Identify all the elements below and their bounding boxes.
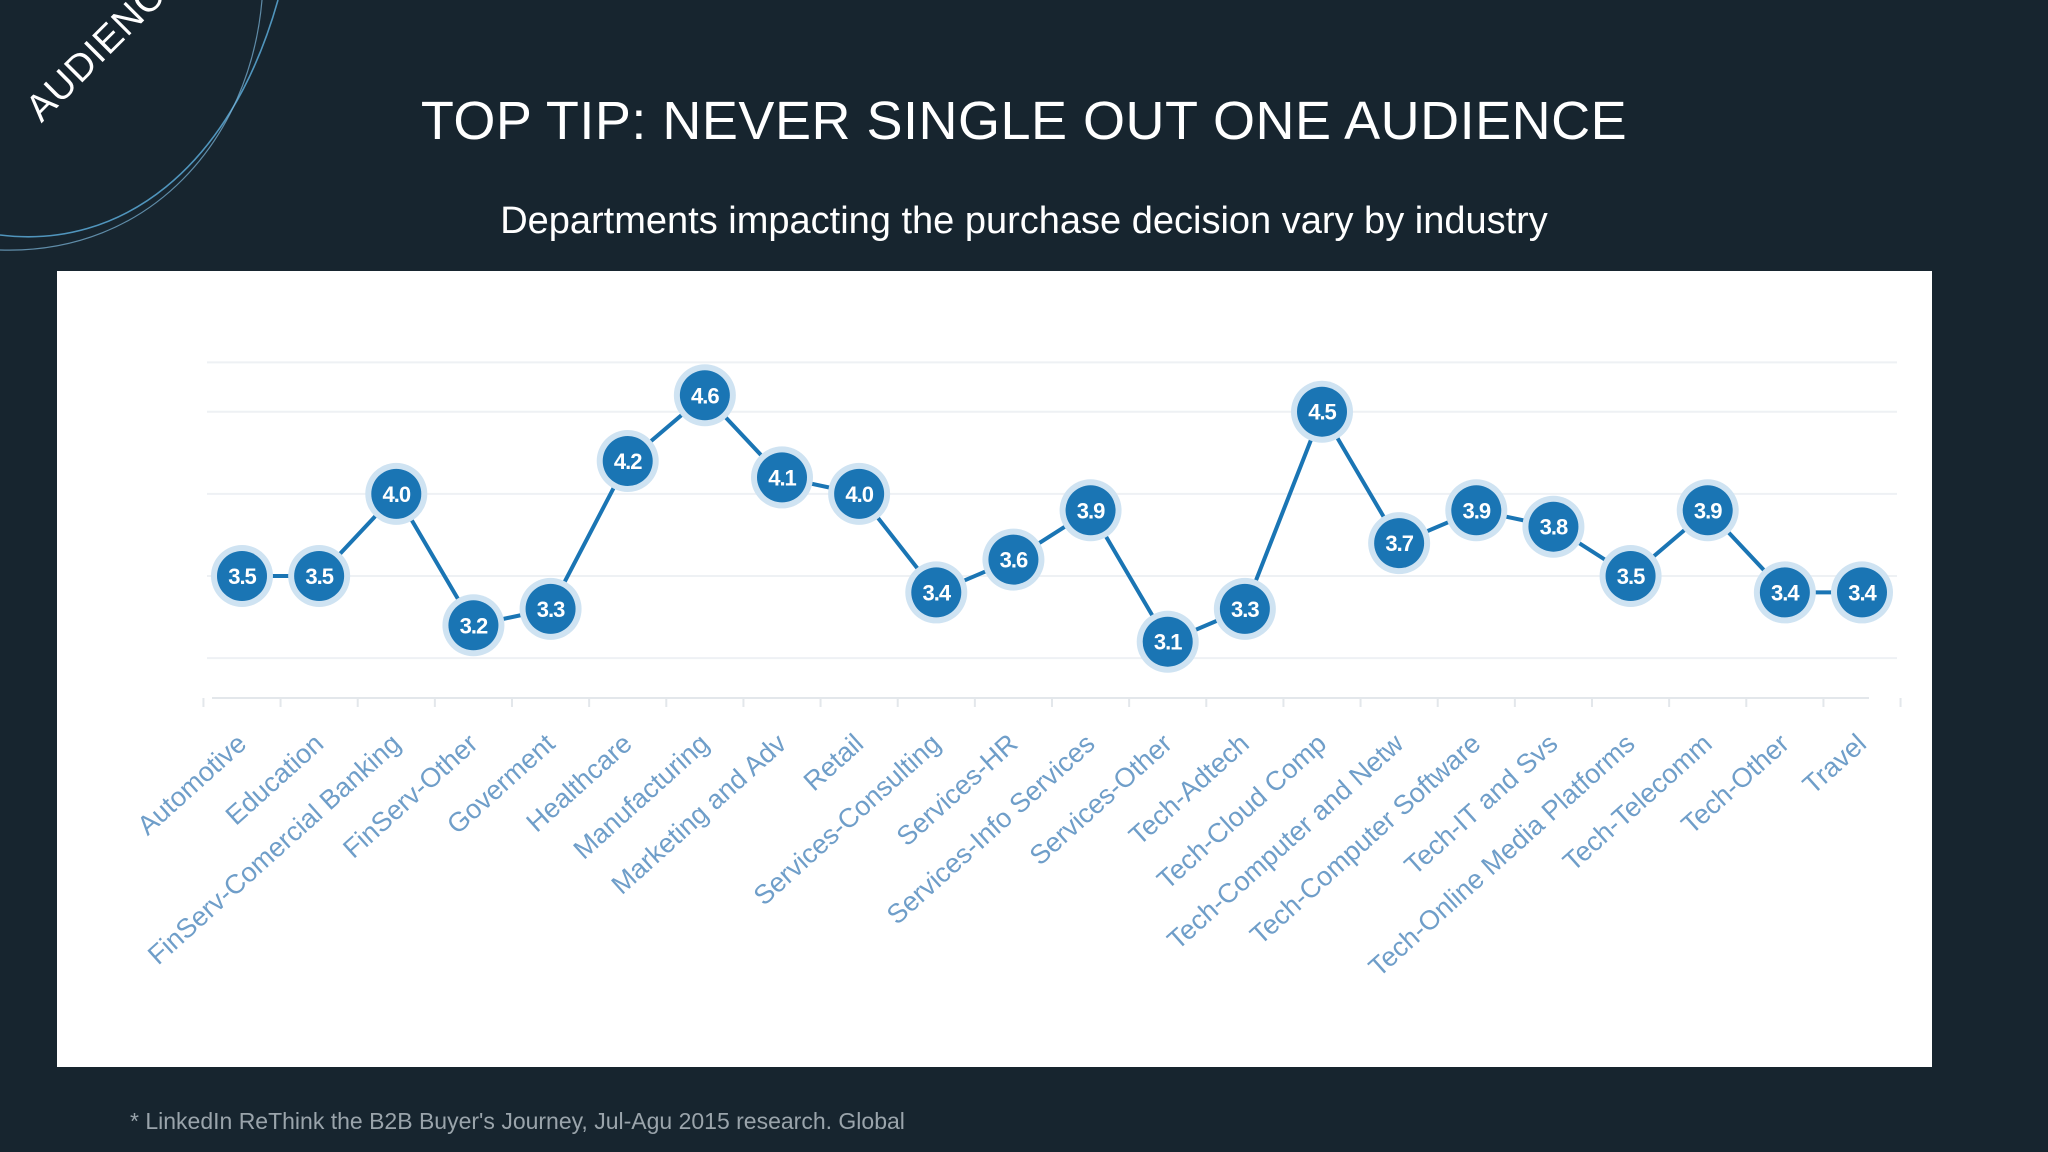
data-point — [525, 583, 576, 634]
data-point — [679, 370, 730, 421]
data-label: 4.1 — [768, 465, 796, 490]
data-label: 3.1 — [1154, 630, 1182, 655]
data-point — [448, 600, 499, 651]
source-footnote: * LinkedIn ReThink the B2B Buyer's Journ… — [130, 1108, 905, 1134]
data-point — [757, 452, 807, 503]
data-point — [1065, 485, 1116, 536]
data-point — [1219, 583, 1270, 634]
x-tick-label: Travel — [1797, 728, 1872, 800]
data-point — [294, 551, 345, 601]
x-tick-label: Manufacturing — [568, 728, 715, 865]
data-label: 3.4 — [922, 580, 951, 605]
data-point — [1297, 386, 1347, 437]
data-point — [834, 468, 885, 519]
data-label: 3.9 — [1462, 498, 1490, 523]
series-line — [242, 393, 1862, 644]
decorative-arcs — [0, 0, 279, 251]
data-label: 4.0 — [845, 482, 873, 507]
data-point — [1451, 485, 1502, 536]
data-label: 3.5 — [305, 564, 333, 589]
slide-subtitle: Departments impacting the purchase decis… — [500, 200, 1548, 242]
slide-title: TOP TIP: NEVER SINGLE OUT ONE AUDIENCE — [420, 91, 1628, 151]
data-point — [1837, 567, 1887, 618]
x-tick-label: FinServ-Other — [337, 728, 483, 864]
data-label: 4.2 — [614, 449, 642, 474]
x-tick-label: Retail — [798, 728, 869, 796]
data-label: 3.5 — [228, 564, 256, 589]
data-point — [602, 436, 653, 486]
data-label: 4.6 — [691, 383, 719, 408]
data-point — [371, 468, 422, 519]
data-label: 4.0 — [382, 482, 410, 507]
data-point — [988, 534, 1039, 585]
data-label: 3.2 — [460, 613, 488, 638]
data-point — [1682, 485, 1733, 536]
data-point — [1142, 616, 1193, 667]
data-label: 4.5 — [1308, 400, 1336, 425]
data-label: 3.3 — [1231, 597, 1259, 622]
data-label: 3.5 — [1617, 564, 1645, 589]
data-point — [1759, 567, 1810, 618]
data-label: 3.8 — [1540, 515, 1568, 540]
chart-panel: 3.5 3.5 4.0 3.2 3.3 4.2 4.6 4.1 4.0 3.4 3.6 3.9 3.1 3… — [57, 271, 1932, 1067]
data-point — [1528, 501, 1579, 552]
data-label: 3.9 — [1077, 498, 1105, 523]
data-label: 3.3 — [537, 597, 565, 622]
data-label: 3.9 — [1694, 498, 1722, 523]
data-point — [217, 551, 267, 601]
data-point — [1605, 551, 1656, 601]
data-point — [911, 567, 962, 618]
data-label: 3.6 — [1000, 548, 1028, 573]
data-label: 3.4 — [1771, 580, 1800, 605]
line-chart: 3.5 3.5 4.0 3.2 3.3 4.2 4.6 4.1 4.0 3.4 3.6 3.9 3.1 3… — [132, 361, 1902, 982]
data-label: 3.4 — [1848, 580, 1877, 605]
data-point — [1374, 518, 1425, 569]
data-label: 3.7 — [1385, 531, 1413, 556]
